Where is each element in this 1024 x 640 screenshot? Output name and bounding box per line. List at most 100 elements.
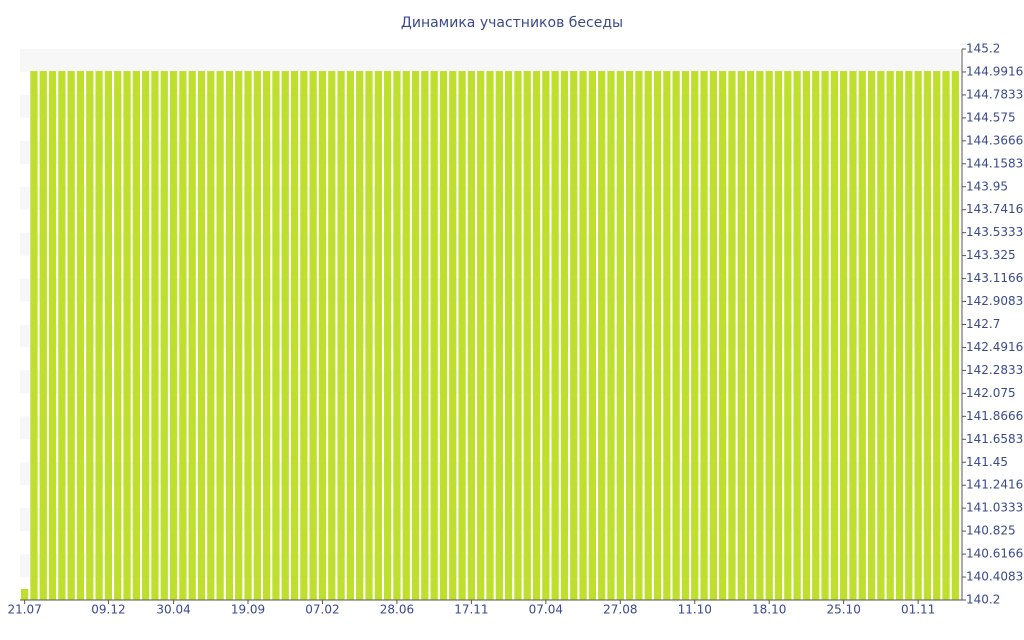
x-tick-label: 19.09 xyxy=(231,603,265,617)
bar xyxy=(235,71,243,601)
y-tick-label: 143.11666666666667 xyxy=(966,271,1024,285)
bar xyxy=(914,71,922,601)
bar xyxy=(309,71,317,601)
y-tick-label: 141.03333333333333 xyxy=(966,501,1024,515)
bar xyxy=(765,71,773,601)
y-tick-label: 143.74166666666667 xyxy=(966,202,1024,216)
y-tick-label: 142.075 xyxy=(966,386,1016,400)
bar xyxy=(774,71,783,601)
bar xyxy=(318,71,327,601)
bar xyxy=(849,71,857,601)
bar xyxy=(383,71,392,601)
bar xyxy=(402,71,410,601)
y-tick-label: 143.325 xyxy=(966,248,1016,262)
y-tick-label: 142.28333333333333 xyxy=(966,363,1024,377)
bar xyxy=(477,71,485,601)
bar xyxy=(542,71,550,601)
bar xyxy=(197,71,206,601)
bar xyxy=(895,71,904,601)
bar xyxy=(756,71,764,601)
bar xyxy=(625,71,634,601)
x-tick-label: 25.10 xyxy=(826,603,860,617)
bar xyxy=(867,71,876,601)
bar xyxy=(830,71,838,601)
bar xyxy=(588,71,597,601)
bar xyxy=(942,71,950,601)
bar xyxy=(86,71,94,601)
bar xyxy=(467,71,476,601)
y-tick-label: 142.7 xyxy=(966,317,1000,331)
x-tick-label: 07.02 xyxy=(305,603,339,617)
bar xyxy=(160,71,168,601)
bar xyxy=(821,71,829,601)
bar xyxy=(123,71,131,601)
bar xyxy=(151,71,159,601)
bar xyxy=(719,71,727,601)
y-tick-label: 144.575 xyxy=(966,110,1016,124)
bar xyxy=(430,71,438,601)
bar xyxy=(877,71,885,601)
bar xyxy=(281,71,289,601)
bar xyxy=(179,71,187,601)
bar xyxy=(300,71,308,601)
bar xyxy=(216,71,224,601)
bar xyxy=(95,71,103,601)
x-tick-label: 17.11 xyxy=(454,603,488,617)
bar xyxy=(58,71,66,601)
x-tick-label: 28.06 xyxy=(380,603,414,617)
bar xyxy=(746,71,755,601)
y-tick-label: 140.40833333333333 xyxy=(966,570,1024,584)
bar xyxy=(858,71,866,601)
bar xyxy=(933,71,941,601)
bar xyxy=(737,71,745,601)
bar xyxy=(616,71,624,601)
bar xyxy=(700,71,708,601)
bar xyxy=(290,71,299,601)
x-tick-label: 18.10 xyxy=(752,603,786,617)
bar xyxy=(39,71,47,601)
bar xyxy=(263,71,271,601)
chart-title: Динамика участников беседы xyxy=(401,15,623,31)
bar xyxy=(784,71,792,601)
x-tick-label: 27.08 xyxy=(603,603,637,617)
bar xyxy=(67,71,75,601)
bar xyxy=(653,71,662,601)
bar xyxy=(328,71,336,601)
bar xyxy=(570,71,578,601)
bar xyxy=(560,71,569,601)
bar xyxy=(607,71,615,601)
bar xyxy=(449,71,457,601)
bar xyxy=(272,71,280,601)
y-tick-label: 143.95 xyxy=(966,179,1008,193)
bar xyxy=(523,71,531,601)
bar xyxy=(365,71,373,601)
bar xyxy=(728,71,736,601)
bar xyxy=(458,71,466,601)
bar xyxy=(411,71,420,601)
bar xyxy=(812,71,820,601)
bar xyxy=(644,71,652,601)
bar xyxy=(951,71,959,601)
bar xyxy=(421,71,429,601)
bar xyxy=(207,71,215,601)
y-tick-label: 145.2 xyxy=(966,42,1000,56)
bar xyxy=(905,71,913,601)
bar xyxy=(691,71,699,601)
x-tick-label: 11.10 xyxy=(678,603,712,617)
bar xyxy=(886,71,894,601)
y-tick-label: 142.49166666666667 xyxy=(966,340,1024,354)
bar xyxy=(840,71,848,601)
y-tick-label: 142.90833333333333 xyxy=(966,294,1024,308)
bar xyxy=(337,71,345,601)
bar xyxy=(635,71,643,601)
bar xyxy=(169,71,178,601)
x-tick-label: 09.12 xyxy=(91,603,125,617)
bar xyxy=(21,588,29,600)
bar xyxy=(76,71,85,601)
y-tick-label: 141.65833333333333 xyxy=(966,432,1024,446)
y-tick-label: 141.24166666666667 xyxy=(966,478,1024,492)
bar xyxy=(244,71,252,601)
y-tick-label: 141.86666666666667 xyxy=(966,409,1024,423)
